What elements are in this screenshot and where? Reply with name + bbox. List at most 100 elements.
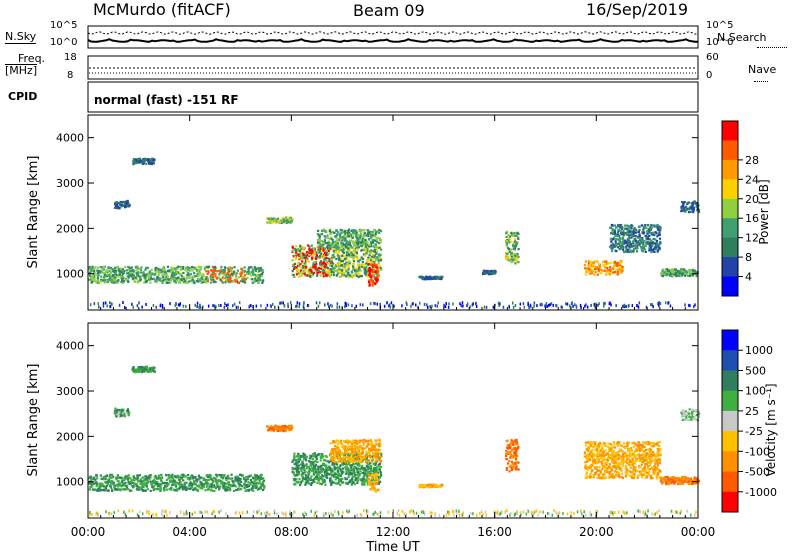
scatter-cell	[508, 258, 511, 261]
scatter-cell	[190, 268, 193, 271]
scatter-cell	[628, 244, 631, 247]
scatter-cell	[510, 240, 513, 243]
scatter-cell	[320, 256, 324, 259]
scatter-cell	[371, 255, 374, 258]
scatter-cell	[259, 482, 263, 485]
scatter-cell	[308, 457, 311, 460]
scatter-cell	[317, 234, 320, 237]
scatter-cell	[623, 303, 626, 307]
scatter-cell	[277, 425, 280, 428]
scatter-cell	[254, 277, 257, 281]
scatter-cell	[200, 482, 203, 485]
scatter-cell	[143, 370, 146, 373]
scatter-cell	[237, 305, 239, 309]
scatter-cell	[685, 208, 688, 211]
scatter-cell	[326, 270, 329, 273]
scatter-cell	[585, 269, 588, 272]
scatter-cell	[93, 272, 96, 275]
scatter-cell	[315, 301, 318, 305]
scatter-cell	[120, 414, 123, 417]
scatter-cell	[363, 263, 366, 266]
scatter-cell	[175, 481, 178, 484]
scatter-cell	[279, 428, 282, 431]
scatter-cell	[120, 409, 123, 412]
scatter-cell	[250, 266, 253, 269]
scatter-cell	[100, 483, 103, 486]
scatter-cell	[355, 274, 358, 277]
scatter-cell	[373, 301, 375, 305]
scatter-cell	[120, 280, 123, 284]
scatter-cell	[132, 272, 135, 275]
scatter-cell	[689, 210, 692, 214]
scatter-cell	[380, 453, 383, 456]
scatter-cell	[176, 476, 179, 479]
scatter-cell	[152, 162, 155, 165]
scatter-cell	[319, 301, 321, 305]
scatter-cell	[644, 244, 647, 247]
scatter-cell	[342, 242, 345, 245]
scatter-cell	[163, 271, 166, 274]
scatter-cell	[204, 489, 207, 492]
scatter-cell	[209, 474, 212, 477]
scatter-cell	[615, 226, 618, 229]
scatter-cell	[340, 242, 343, 245]
scatter-cell	[363, 243, 366, 246]
scatter-cell	[614, 235, 617, 238]
scatter-cell	[353, 474, 356, 477]
scatter-cell	[150, 482, 153, 485]
scatter-cell	[315, 253, 318, 256]
scatter-cell	[167, 474, 170, 477]
scatter-cell	[145, 302, 147, 306]
scatter-cell	[335, 463, 338, 466]
scatter-cell	[162, 276, 165, 279]
scatter-cell	[332, 241, 335, 244]
scatter-cell	[258, 274, 261, 277]
scatter-cell	[345, 247, 348, 250]
scatter-cell	[143, 281, 146, 284]
scatter-cell	[204, 280, 207, 283]
scatter-cell	[241, 485, 244, 488]
scatter-cell	[625, 224, 628, 227]
scatter-cell	[158, 476, 161, 479]
scatter-cell	[163, 481, 166, 484]
scatter-cell	[163, 489, 166, 492]
scatter-cell	[155, 305, 157, 309]
scatter-cell	[129, 489, 132, 492]
scatter-cell	[370, 277, 373, 281]
scatter-cell	[203, 477, 206, 480]
scatter-cell	[614, 263, 617, 266]
scatter-cell	[354, 229, 357, 232]
scatter-cell	[609, 301, 611, 305]
scatter-cell	[254, 479, 257, 482]
scatter-cell	[690, 270, 693, 274]
scatter-cell	[302, 458, 306, 461]
scatter-cell	[435, 276, 438, 279]
scatter-cell	[344, 239, 347, 242]
scatter-cell	[126, 203, 130, 206]
scatter-cell	[109, 301, 111, 305]
scatter-cell	[313, 477, 316, 480]
scatter-cell	[306, 244, 310, 247]
scatter-cell	[185, 277, 188, 280]
scatter-cell	[222, 272, 225, 275]
scatter-cell	[536, 304, 538, 308]
scatter-cell	[141, 489, 145, 492]
scatter-cell	[247, 267, 250, 270]
scatter-cell	[513, 248, 516, 251]
scatter-cell	[345, 466, 348, 469]
scatter-cell	[262, 477, 265, 480]
scatter-cell	[255, 474, 258, 477]
velocity-panel	[88, 365, 701, 517]
scatter-cell	[652, 237, 655, 241]
scatter-cell	[252, 489, 255, 492]
scatter-cell	[613, 271, 617, 274]
scatter-cell	[369, 275, 372, 278]
scatter-cell	[296, 470, 299, 473]
scatter-cell	[369, 302, 372, 306]
scatter-cell	[360, 238, 363, 241]
scatter-cell	[336, 248, 339, 251]
scatter-cell	[118, 488, 122, 491]
scatter-cell	[608, 273, 611, 276]
scatter-cell	[621, 226, 624, 229]
scatter-cell	[645, 235, 648, 238]
